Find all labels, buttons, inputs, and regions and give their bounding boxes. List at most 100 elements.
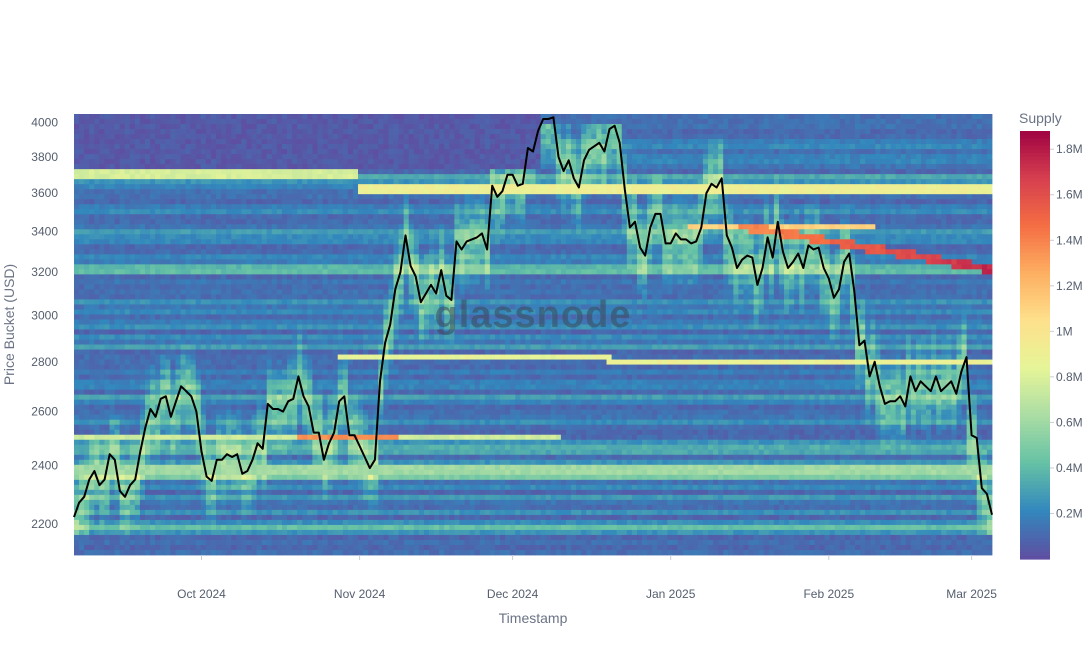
heatmap-cell [170, 154, 176, 160]
heatmap-cell [256, 364, 263, 370]
heatmap-cell [246, 129, 252, 135]
heatmap-cell [271, 464, 278, 471]
heatmap-cell [261, 489, 268, 496]
heatmap-cell [302, 429, 308, 436]
heatmap-cell [210, 119, 217, 125]
heatmap-cell [271, 199, 278, 205]
heatmap-cell [317, 314, 323, 320]
heatmap-cell [312, 414, 318, 421]
heatmap-cell [302, 534, 308, 541]
heatmap-cell [185, 299, 192, 305]
heatmap-cell [175, 479, 181, 486]
heatmap-cell [210, 544, 217, 551]
heatmap-cell [129, 134, 136, 140]
heatmap-cell [266, 504, 273, 511]
heatmap-cell [271, 389, 278, 396]
heatmap-cell [170, 364, 176, 370]
heatmap-cell [226, 519, 232, 526]
heatmap-cell [276, 239, 283, 245]
heatmap-cell [332, 224, 339, 230]
heatmap-cell [256, 359, 263, 365]
heatmap-cell [109, 279, 115, 285]
heatmap-cell [124, 394, 131, 401]
heatmap-cell [185, 424, 192, 431]
heatmap-cell [99, 184, 105, 190]
heatmap-cell [74, 474, 80, 481]
heatmap-cell [99, 464, 105, 471]
heatmap-cell [175, 354, 181, 360]
heatmap-cell [84, 249, 90, 255]
heatmap-cell [195, 279, 202, 285]
heatmap-cell [327, 269, 334, 275]
heatmap-cell [175, 214, 181, 220]
heatmap-cell [139, 284, 146, 290]
heatmap-cell [358, 439, 364, 446]
heatmap-cell [180, 454, 186, 461]
heatmap-cell [190, 449, 197, 456]
heatmap-cell [89, 359, 95, 365]
heatmap-cell [134, 284, 141, 290]
heatmap-cell [251, 469, 257, 476]
heatmap-cell [358, 309, 364, 315]
heatmap-cell [170, 414, 176, 421]
heatmap-cell [347, 339, 354, 345]
heatmap-cell [276, 514, 283, 521]
heatmap-cell [271, 439, 278, 446]
heatmap-cell [347, 174, 354, 180]
heatmap-cell [190, 219, 197, 225]
heatmap-cell [210, 439, 217, 446]
heatmap-cell [317, 339, 323, 345]
heatmap-cell [297, 514, 303, 521]
heatmap-cell [205, 159, 212, 165]
heatmap-cell [332, 394, 339, 401]
heatmap-cell [175, 244, 181, 250]
heatmap-cell [134, 489, 141, 496]
heatmap-cell [139, 199, 146, 205]
heatmap-cell [190, 199, 197, 205]
heatmap-cell [175, 459, 181, 466]
heatmap-cell [261, 174, 268, 180]
heatmap-cell [358, 379, 364, 386]
heatmap-cell [165, 134, 171, 140]
heatmap-cell [302, 139, 308, 145]
heatmap-cell [241, 424, 247, 431]
heatmap-cell [119, 229, 126, 235]
heatmap-cell [236, 449, 242, 456]
heatmap-cell [302, 389, 308, 396]
heatmap-cell [231, 169, 237, 175]
heatmap-cell [170, 324, 176, 330]
heatmap-cell [266, 154, 273, 160]
heatmap-cell [322, 494, 328, 501]
heatmap-cell [145, 444, 151, 451]
heatmap-cell [302, 544, 308, 551]
heatmap-cell [236, 409, 242, 416]
heatmap-cell [332, 114, 339, 120]
heatmap-cell [276, 194, 283, 200]
heatmap-cell [231, 179, 237, 185]
heatmap-cell [327, 159, 334, 165]
heatmap-cell [129, 454, 136, 461]
heatmap-cell [226, 159, 232, 165]
heatmap-cell [155, 304, 161, 310]
heatmap-cell [74, 349, 80, 355]
heatmap-cell [129, 499, 136, 506]
heatmap-cell [241, 349, 247, 355]
heatmap-cell [160, 299, 166, 305]
heatmap-cell [302, 244, 308, 250]
heatmap-cell [226, 454, 232, 461]
heatmap-cell [205, 184, 212, 190]
heatmap-cell [185, 304, 192, 310]
heatmap-cell [281, 529, 288, 536]
heatmap-cell [312, 409, 318, 416]
heatmap-cell [256, 329, 263, 335]
heatmap-cell [347, 399, 354, 406]
heatmap-cell [114, 164, 121, 170]
heatmap-cell [261, 189, 268, 195]
heatmap-cell [231, 254, 237, 260]
heatmap-cell [302, 454, 308, 461]
heatmap-cell [276, 504, 283, 511]
heatmap-cell [216, 524, 222, 531]
heatmap-cell [94, 329, 100, 335]
heatmap-cell [114, 354, 121, 360]
heatmap-cell [150, 399, 156, 406]
